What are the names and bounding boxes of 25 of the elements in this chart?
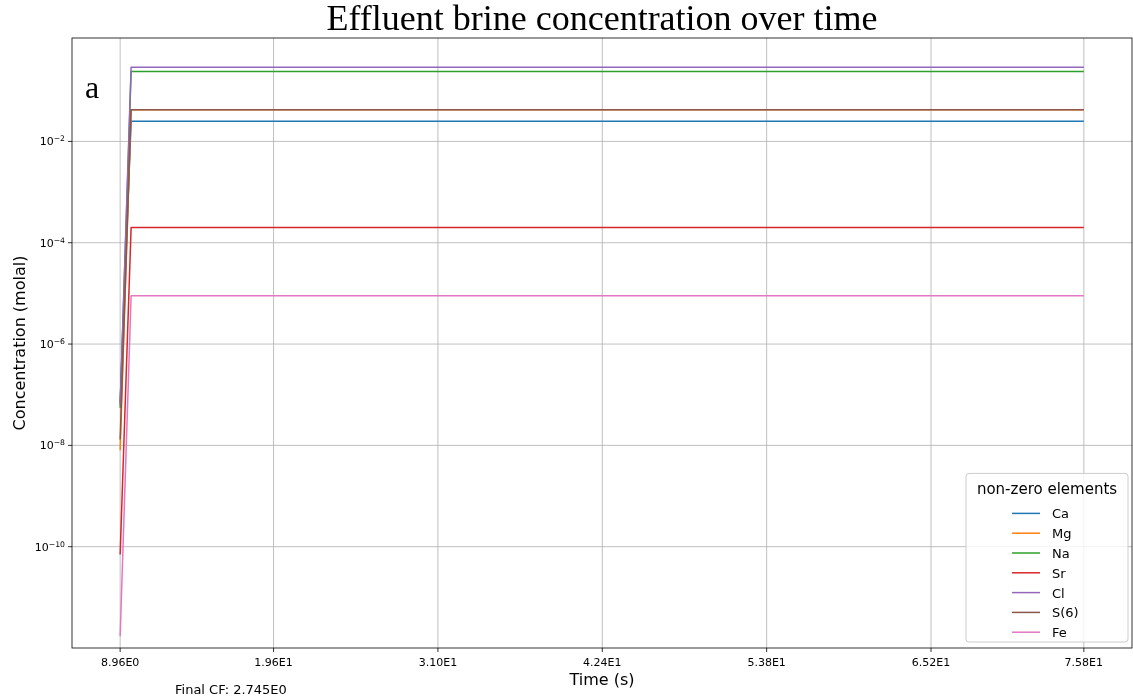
legend-label: Mg (1052, 526, 1072, 542)
x-tick-label: 8.96E0 (100, 656, 140, 669)
x-axis-title: Time (s) (568, 670, 635, 689)
x-tick-label: 7.58E1 (1064, 656, 1104, 669)
x-tick-label: 3.10E1 (418, 656, 458, 669)
y-tick-label: 10$^{−4}$ (39, 235, 66, 250)
legend-label: Sr (1052, 565, 1067, 581)
legend-label: Fe (1052, 625, 1067, 641)
text: Final CF: 2.745E0 (175, 682, 287, 697)
legend-label: S(6) (1052, 605, 1079, 621)
y-axis-title: Concentration (molal) (10, 255, 29, 431)
y-tick-label: 10$^{−10}$ (34, 539, 66, 554)
x-tick-label: 1.96E1 (254, 656, 293, 669)
legend-label: Na (1052, 546, 1070, 561)
legend-label: Ca (1052, 506, 1070, 522)
legend-title: non-zero elements (976, 480, 1118, 499)
x-tick-label: 6.52E1 (911, 656, 951, 669)
x-tick-label: 5.38E1 (747, 656, 786, 669)
chart-title: Effluent brine concentration over time (326, 0, 878, 38)
annotation: a (85, 69, 100, 105)
y-tick-label: 10$^{−8}$ (39, 437, 66, 453)
y-tick-label: 10$^{−2}$ (39, 133, 66, 149)
legend-label: Cl (1052, 585, 1065, 601)
y-tick-label: 10$^{−6}$ (39, 336, 66, 352)
x-tick-label: 4.24E1 (583, 656, 622, 669)
